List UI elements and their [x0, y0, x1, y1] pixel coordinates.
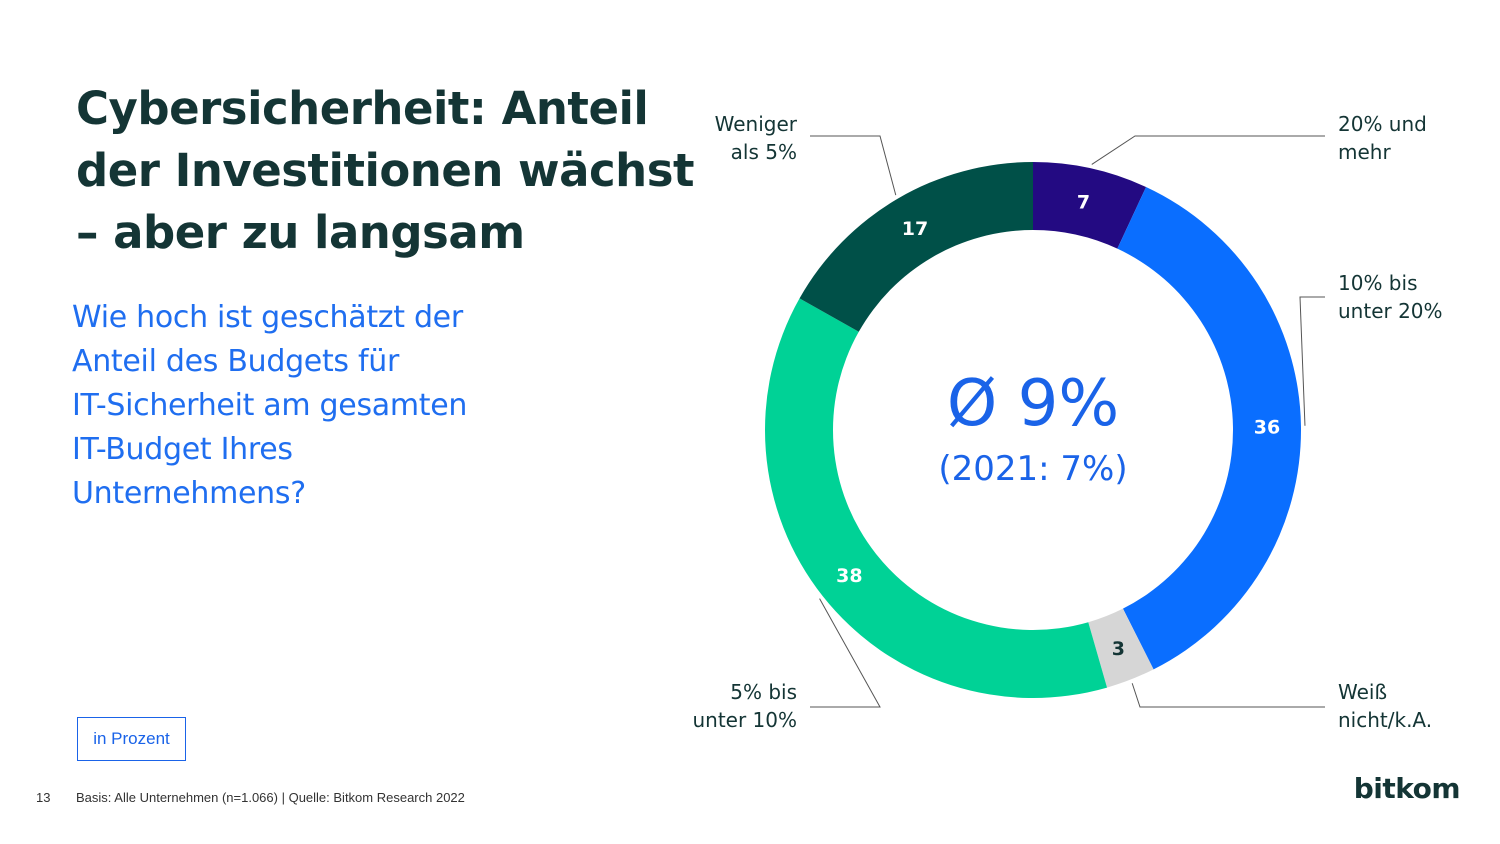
donut-slice — [799, 162, 1033, 332]
slice-category-label: 20% und mehr — [1338, 112, 1427, 164]
slice-category-label: Weniger als 5% — [715, 112, 798, 164]
slice-value-label: 38 — [836, 565, 862, 587]
question-line: Anteil des Budgets für — [72, 344, 400, 379]
unit-badge: in Prozent — [77, 717, 186, 761]
question-line: IT-Sicherheit am gesamten — [72, 388, 468, 423]
slice-category-label: 10% bis unter 20% — [1338, 271, 1443, 323]
page-title: Cybersicherheit: Anteil der Investitione… — [76, 78, 695, 264]
page-number: 13 — [36, 790, 51, 805]
previous-year-value: (2021: 7%) — [938, 449, 1127, 489]
slice-category-label: 5% bis unter 10% — [692, 680, 797, 732]
donut-slice — [1117, 187, 1301, 670]
slice-value-label: 3 — [1112, 638, 1125, 660]
slice-value-label: 17 — [902, 218, 928, 240]
slice-value-label: 7 — [1077, 192, 1090, 214]
question-line: Unternehmens? — [72, 476, 306, 511]
question-line: Wie hoch ist geschätzt der — [72, 300, 463, 335]
donut-slice — [1088, 608, 1154, 688]
title-line: – aber zu langsam — [76, 206, 525, 259]
slice-category-label: Weiß nicht/k.A. — [1338, 680, 1432, 732]
leader-line — [1131, 683, 1325, 708]
donut-slice — [1033, 162, 1147, 249]
leader-line — [1091, 135, 1325, 165]
survey-question: Wie hoch ist geschätzt der Anteil des Bu… — [72, 296, 542, 516]
source-note: Basis: Alle Unternehmen (n=1.066) | Quel… — [76, 790, 465, 805]
title-line: Cybersicherheit: Anteil — [76, 82, 649, 135]
leader-line — [810, 135, 897, 196]
slice-value-label: 36 — [1254, 416, 1280, 438]
average-value: Ø 9% — [947, 367, 1119, 441]
title-line: der Investitionen wächst — [76, 144, 695, 197]
leader-line — [1299, 296, 1325, 426]
leader-line — [810, 598, 881, 708]
donut-slice — [764, 298, 1108, 698]
question-line: IT-Budget Ihres — [72, 432, 293, 467]
bitkom-logo: bitkom — [1353, 772, 1461, 805]
